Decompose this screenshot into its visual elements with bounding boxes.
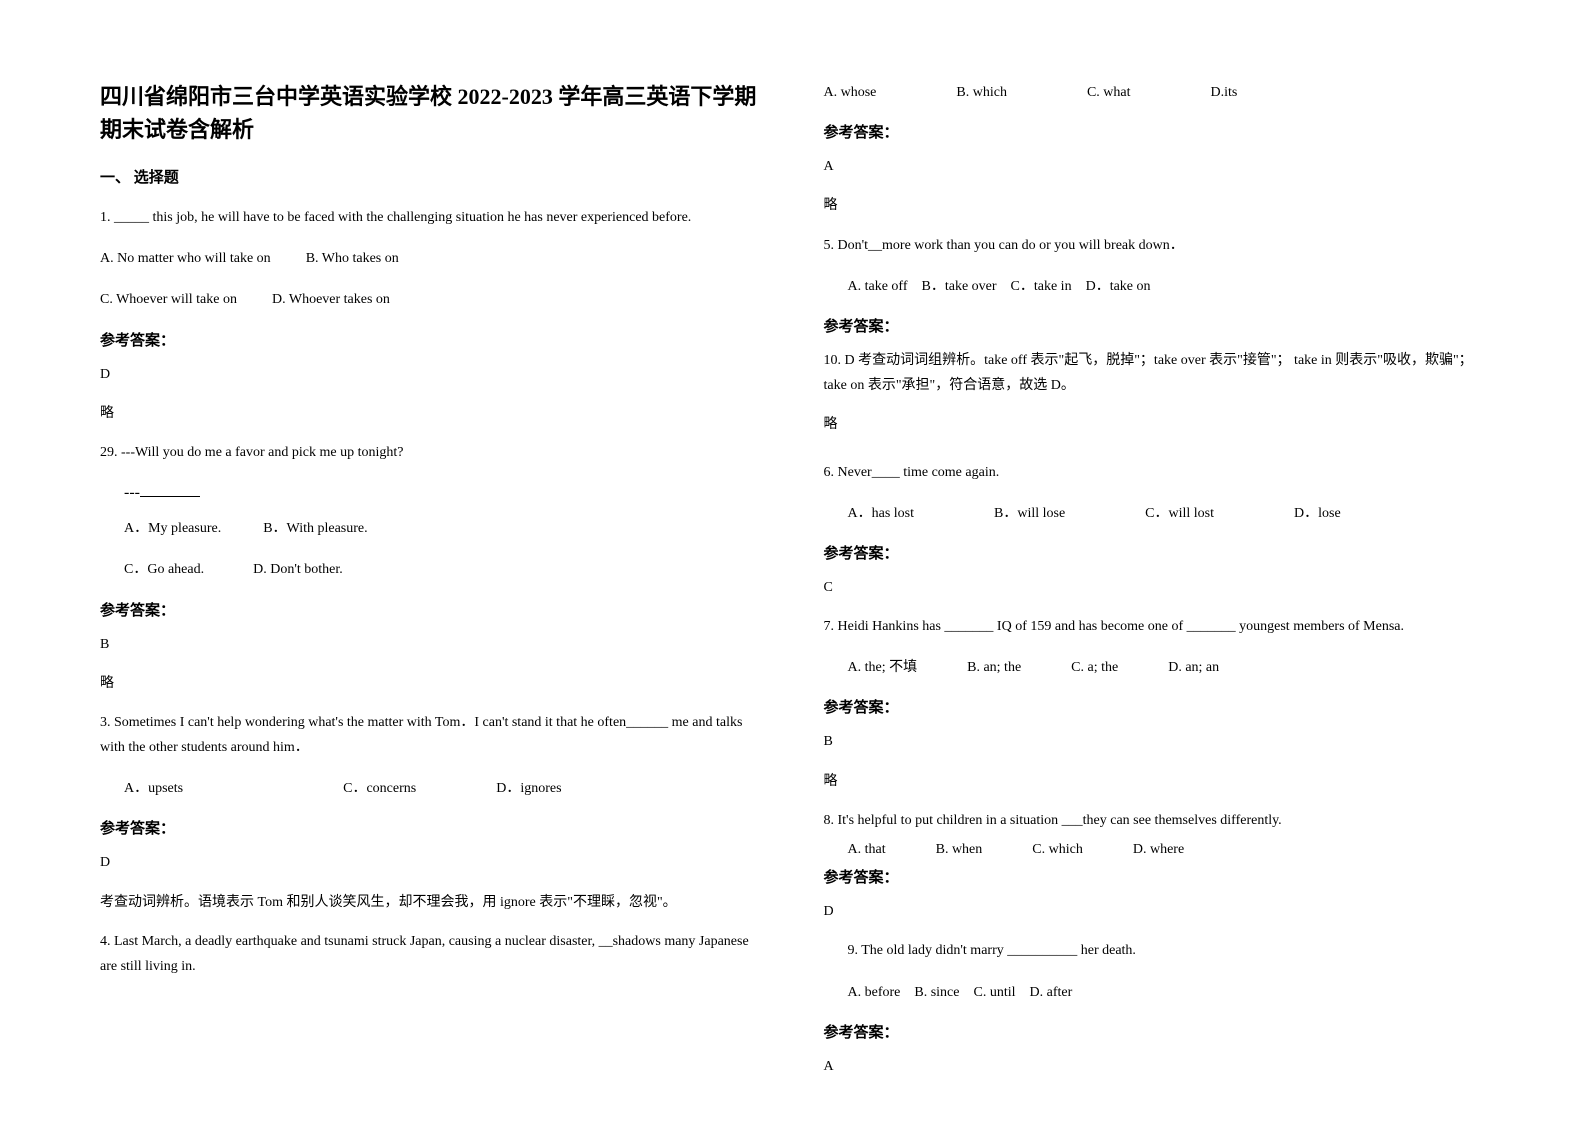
q5-opt-d: D．take on	[1086, 279, 1151, 294]
q9-opt-d: D. after	[1030, 985, 1073, 1000]
q9-opt-b: B. since	[914, 985, 959, 1000]
q5-answer: 10. D 考查动词词组辨析。take off 表示"起飞，脱掉"；take o…	[824, 348, 1488, 398]
question-2-options-row1: A．My pleasure. B．With pleasure.	[100, 516, 764, 541]
q3-answer-label: 参考答案：	[100, 817, 764, 838]
q8-opt-d: D. where	[1133, 837, 1184, 862]
q9-opt-a: A. before	[848, 985, 901, 1000]
q3-opt-c: C．concerns	[343, 776, 416, 801]
q3-answer: D	[100, 850, 764, 875]
q1-note: 略	[100, 401, 764, 426]
q6-answer: C	[824, 575, 1488, 600]
q5-opt-c: C．take in	[1011, 279, 1072, 294]
question-2-options-row2: C．Go ahead. D. Don't bother.	[100, 557, 764, 582]
q8-opt-a: A. that	[848, 837, 886, 862]
q1-opt-b: B. Who takes on	[306, 251, 399, 266]
document-title: 四川省绵阳市三台中学英语实验学校 2022-2023 学年高三英语下学期期末试卷…	[100, 80, 764, 146]
q7-opt-b: B. an; the	[967, 655, 1021, 680]
q7-answer-label: 参考答案：	[824, 696, 1488, 717]
q3-opt-a: A．upsets	[124, 776, 183, 801]
q2-note: 略	[100, 671, 764, 696]
question-2-text: 29. ---Will you do me a favor and pick m…	[100, 440, 764, 465]
q2-answer-label: 参考答案：	[100, 599, 764, 620]
question-2-dash: ---	[100, 481, 764, 502]
section-header: 一、 选择题	[100, 166, 764, 187]
q7-note: 略	[824, 769, 1488, 794]
q2-opt-b: B．With pleasure.	[263, 521, 367, 536]
q6-opt-a: A．has lost	[848, 501, 915, 526]
q1-opt-c: C. Whoever will take on	[100, 292, 237, 307]
q6-opt-d: D．lose	[1294, 501, 1341, 526]
q9-answer-label: 参考答案：	[824, 1021, 1488, 1042]
q2-answer: B	[100, 632, 764, 657]
right-column: A. whose B. which C. what D.its 参考答案： A …	[824, 80, 1488, 1093]
q4-answer: A	[824, 154, 1488, 179]
q6-opt-b: B．will lose	[994, 501, 1065, 526]
q7-opt-a: A. the; 不填	[848, 655, 918, 680]
q4-opt-c: C. what	[1087, 80, 1131, 105]
q4-opt-b: B. which	[956, 80, 1007, 105]
q4-note: 略	[824, 193, 1488, 218]
question-8-text: 8. It's helpful to put children in a sit…	[824, 808, 1488, 833]
q6-answer-label: 参考答案：	[824, 542, 1488, 563]
question-9-options: A. before B. since C. until D. after	[824, 980, 1488, 1005]
q3-note: 考查动词辨析。语境表示 Tom 和别人谈笑风生，却不理会我，用 ignore 表…	[100, 890, 764, 915]
q7-opt-d: D. an; an	[1168, 655, 1219, 680]
q2-opt-a: A．My pleasure.	[124, 521, 221, 536]
q2-opt-d: D. Don't bother.	[253, 562, 343, 577]
q1-answer-label: 参考答案：	[100, 329, 764, 350]
question-1-options-row1: A. No matter who will take on B. Who tak…	[100, 246, 764, 271]
q3-opt-d: D．ignores	[496, 776, 561, 801]
question-4-options: A. whose B. which C. what D.its	[824, 80, 1488, 105]
question-1-text: 1. _____ this job, he will have to be fa…	[100, 205, 764, 230]
q4-opt-d: D.its	[1211, 80, 1238, 105]
question-9-text: 9. The old lady didn't marry __________ …	[824, 938, 1488, 963]
q8-answer: D	[824, 899, 1488, 924]
q8-answer-label: 参考答案：	[824, 866, 1488, 887]
q8-opt-b: B. when	[936, 837, 983, 862]
q9-opt-c: C. until	[973, 985, 1015, 1000]
question-8-options: A. that B. when C. which D. where	[824, 837, 1488, 862]
q4-opt-a: A. whose	[824, 80, 877, 105]
document-container: 四川省绵阳市三台中学英语实验学校 2022-2023 学年高三英语下学期期末试卷…	[100, 80, 1487, 1093]
q1-answer: D	[100, 362, 764, 387]
q2-opt-c: C．Go ahead.	[124, 562, 204, 577]
blank-line	[140, 481, 200, 497]
q7-opt-c: C. a; the	[1071, 655, 1118, 680]
q9-answer: A	[824, 1054, 1488, 1079]
question-7-text: 7. Heidi Hankins has _______ IQ of 159 a…	[824, 614, 1488, 639]
question-3-options: A．upsets C．concerns D．ignores	[100, 776, 764, 801]
q8-opt-c: C. which	[1032, 837, 1083, 862]
question-5-text: 5. Don't__more work than you can do or y…	[824, 233, 1488, 258]
q5-answer-label: 参考答案：	[824, 315, 1488, 336]
q6-opt-c: C．will lost	[1145, 501, 1214, 526]
q5-opt-a: A. take off	[848, 279, 908, 294]
q4-answer-label: 参考答案：	[824, 121, 1488, 142]
question-3-text: 3. Sometimes I can't help wondering what…	[100, 710, 764, 760]
q1-opt-a: A. No matter who will take on	[100, 251, 271, 266]
left-column: 四川省绵阳市三台中学英语实验学校 2022-2023 学年高三英语下学期期末试卷…	[100, 80, 764, 1093]
question-7-options: A. the; 不填 B. an; the C. a; the D. an; a…	[824, 655, 1488, 680]
q5-opt-b: B．take over	[922, 279, 997, 294]
q5-note: 略	[824, 412, 1488, 437]
question-1-options-row2: C. Whoever will take on D. Whoever takes…	[100, 287, 764, 312]
question-6-options: A．has lost B．will lose C．will lost D．los…	[824, 501, 1488, 526]
question-6-text: 6. Never____ time come again.	[824, 460, 1488, 485]
q1-opt-d: D. Whoever takes on	[272, 292, 390, 307]
question-5-options: A. take off B．take over C．take in D．take…	[824, 274, 1488, 299]
question-4-text: 4. Last March, a deadly earthquake and t…	[100, 929, 764, 979]
q7-answer: B	[824, 729, 1488, 754]
